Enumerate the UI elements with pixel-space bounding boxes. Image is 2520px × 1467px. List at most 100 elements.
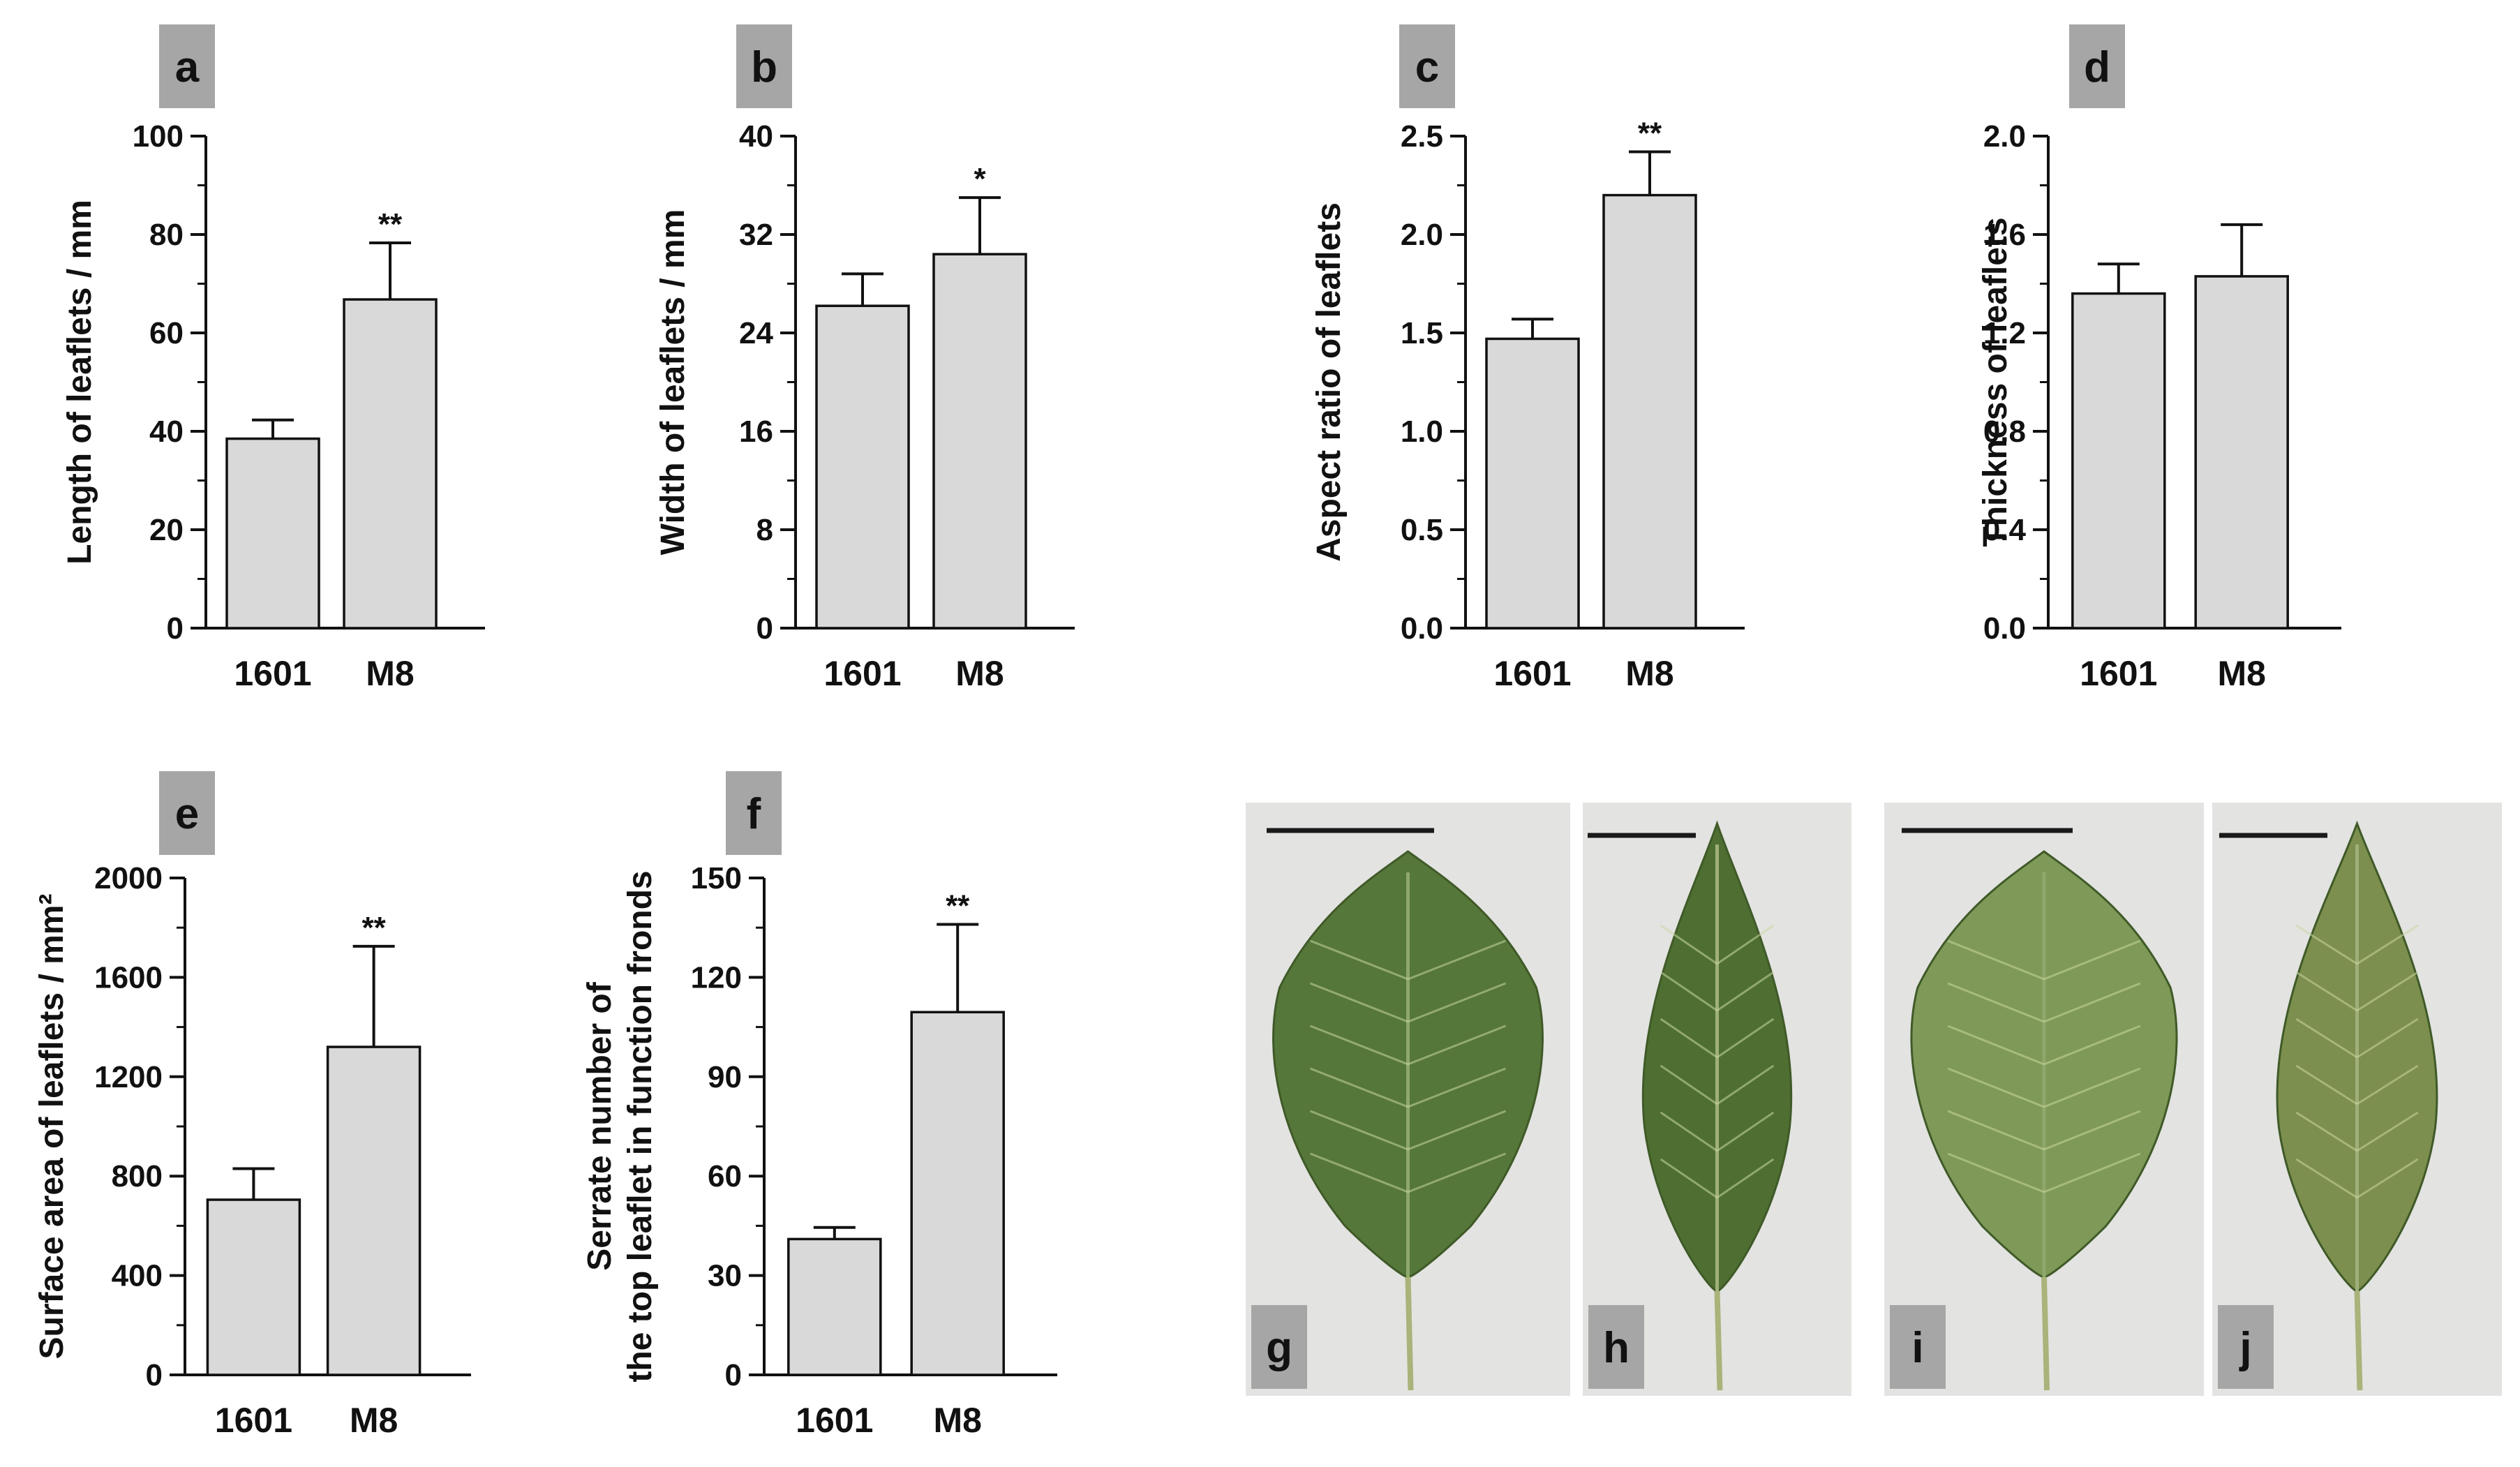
letter-box-bg (2218, 1305, 2274, 1389)
leaf-petiole (1714, 1290, 1723, 1391)
panel-letter: b (751, 43, 777, 91)
x-category-label: M8 (350, 1401, 398, 1440)
leaf-vein (2295, 1158, 2358, 1199)
leaf-photo-i (1884, 803, 2204, 1396)
leaf-vein (2295, 1064, 2358, 1105)
leaf-vein (2356, 1064, 2419, 1105)
x-category-label: 1601 (796, 1401, 873, 1440)
panel-letter: j (2239, 1324, 2251, 1372)
photo-letter-box: j (2218, 1305, 2274, 1389)
y-axis-title-line2: the top leaflet in function fronds (622, 870, 659, 1382)
leaf-vein (1660, 1111, 1718, 1152)
leaf-petiole (1405, 1276, 1414, 1391)
y-tick-label: 30 (708, 1259, 742, 1293)
x-category-label: M8 (366, 654, 414, 693)
bar-M8 (343, 298, 438, 630)
chart-panel-f: 0 30 60 90 120 150 Serrate number of the top le… (581, 861, 1057, 1440)
letter-box-bg (1399, 24, 1455, 108)
chart-letter-box: f (726, 771, 782, 855)
leaf-vein (1716, 924, 1775, 965)
leaf-vein (1716, 1018, 1775, 1059)
leaf-vein (1309, 1067, 1409, 1108)
bar-1601 (206, 1198, 301, 1376)
leaf-vein (1716, 971, 1775, 1012)
leaf-vein (2043, 1025, 2141, 1066)
letter-box-bg (736, 24, 792, 108)
y-tick-label: 0.0 (1401, 611, 1443, 646)
bar-M8 (932, 253, 1027, 630)
y-tick-label: 120 (691, 960, 742, 995)
photo-letter-box: i (1890, 1305, 1946, 1389)
leaf-photo-h (1583, 803, 1851, 1396)
significance-label: ** (946, 888, 970, 923)
leaf-vein (2356, 1018, 2419, 1059)
leaf-vein (2356, 971, 2419, 1012)
leaf-vein (1947, 1067, 2045, 1108)
y-axis-title: Aspect ratio of leaflets (1311, 202, 1348, 562)
y-tick-label: 2.0 (1401, 218, 1443, 252)
y-tick-label: 100 (133, 119, 184, 154)
chart-panel-c: 0.0 0.5 1.0 1.5 2.0 2.5 Aspect ratio of leafle… (1311, 117, 1745, 693)
leaf-vein (2043, 939, 2141, 981)
leaf-vein (2043, 1152, 2141, 1193)
y-tick-label: 150 (691, 861, 742, 895)
leaf-photo-g (1246, 803, 1570, 1396)
y-tick-label: 1600 (94, 960, 163, 995)
panel-letter: e (175, 790, 199, 838)
y-tick-label: 0.5 (1401, 513, 1443, 547)
leaf-vein (2356, 1158, 2419, 1199)
y-tick-label: 2.5 (1401, 119, 1443, 154)
leaf-vein (1660, 971, 1718, 1012)
y-tick-label: 0 (725, 1358, 742, 1392)
letter-box-bg (726, 771, 782, 855)
leaf-vein (1309, 1110, 1409, 1151)
significance-label: * (974, 162, 986, 196)
significance-label: ** (361, 911, 386, 945)
leaf-vein (2295, 971, 2358, 1012)
leaf-vein (2356, 924, 2419, 965)
leaf-vein (2043, 1110, 2141, 1151)
y-axis-title: Width of leaflets / mm (655, 209, 692, 556)
leaf-vein (1407, 982, 1507, 1023)
bar-1601 (815, 304, 910, 630)
x-category-label: M8 (2217, 654, 2265, 693)
y-tick-label: 32 (739, 218, 773, 252)
significance-label: ** (1638, 117, 1662, 151)
leaf-vein (1947, 939, 2045, 981)
leaf-vein (1309, 1025, 1409, 1066)
y-tick-label: 8 (756, 513, 773, 547)
leaf-petiole (2041, 1276, 2050, 1391)
leaf-vein (2043, 982, 2141, 1023)
chart-panel-b: 0 8 16 24 32 40 Width of leaflets / mm 1601 * M8 (655, 119, 1075, 693)
leaf-vein (1716, 1111, 1775, 1152)
y-tick-label: 0 (167, 611, 184, 646)
chart-panel-a: 0 20 40 60 80 100 Length of leaflets / mm 1601 *… (61, 119, 485, 693)
leaf-vein (1660, 1018, 1718, 1059)
panel-letter: g (1266, 1324, 1292, 1372)
chart-letter-box: c (1399, 24, 1455, 108)
y-tick-label: 0.4 (1983, 513, 2027, 547)
leaf-vein (1407, 1025, 1507, 1066)
leaf-vein (1309, 1152, 1409, 1193)
panel-letter: c (1415, 43, 1439, 91)
y-tick-label: 2.0 (1983, 119, 2026, 154)
letter-box-bg (1588, 1305, 1644, 1389)
leaf-vein (1660, 924, 1718, 965)
y-tick-label: 0.8 (1983, 415, 2026, 449)
leaf-vein (2043, 1067, 2141, 1108)
leaf-vein (2295, 924, 2358, 965)
letter-box-bg (159, 24, 215, 108)
chart-letter-box: d (2069, 24, 2125, 108)
leaf-vein (1309, 982, 1409, 1023)
y-axis-title: Serrate number of (581, 981, 618, 1270)
y-tick-label: 40 (149, 415, 184, 449)
letter-box-bg (1251, 1305, 1307, 1389)
panel-letter: f (747, 790, 761, 838)
chart-letter-box: e (159, 771, 215, 855)
bar-1601 (787, 1237, 882, 1376)
y-tick-label: 0 (756, 611, 773, 646)
leaf-vein (1407, 1110, 1507, 1151)
chart-letter-box: a (159, 24, 215, 108)
leaf-vein (1716, 1064, 1775, 1105)
